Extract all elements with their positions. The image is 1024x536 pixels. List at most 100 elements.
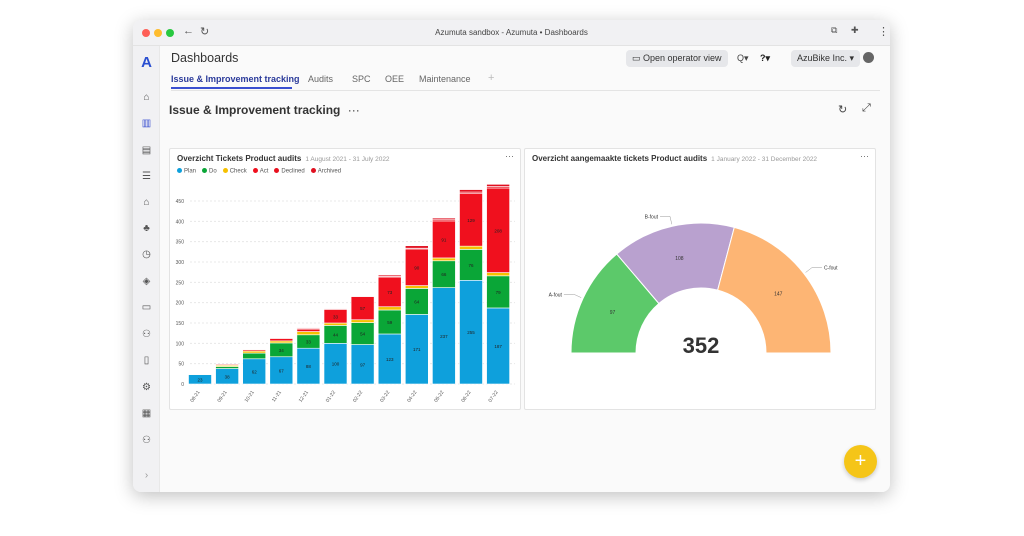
extensions-icon[interactable]: ✚ <box>851 25 859 35</box>
data-label: 23 <box>197 377 203 382</box>
tab-audits[interactable]: Audits <box>308 74 334 84</box>
panel-menu-button[interactable]: ··· <box>860 151 869 161</box>
active-tab-indicator <box>171 87 292 89</box>
minimize-window-button[interactable] <box>154 29 162 37</box>
data-label: 38 <box>225 374 231 379</box>
maximize-window-button[interactable] <box>166 29 174 37</box>
azumuta-logo[interactable]: A <box>141 54 152 71</box>
add-widget-button[interactable]: + <box>844 445 877 478</box>
data-label: 34 <box>279 348 285 353</box>
y-tick-label: 50 <box>178 362 184 368</box>
team-icon[interactable]: ⚇ <box>142 329 151 340</box>
data-label: 33 <box>306 340 312 345</box>
gear-icon[interactable]: ⚙ <box>142 382 151 393</box>
bar-segment <box>377 306 402 311</box>
monitor-icon: ▭ <box>632 53 644 63</box>
data-label: 33 <box>333 314 339 319</box>
box-icon[interactable]: ▭ <box>141 302 152 313</box>
close-window-button[interactable] <box>142 29 150 37</box>
bar-segment <box>215 366 239 369</box>
x-tick-label: 08-21 <box>189 390 201 404</box>
dashboard-title: Issue & Improvement tracking ··· <box>169 103 360 117</box>
search-button[interactable]: Q▾ <box>737 53 749 63</box>
reload-icon[interactable]: ↻ <box>200 26 210 38</box>
x-tick-label: 01-22 <box>325 390 337 404</box>
fullscreen-icon[interactable]: ⤢ <box>862 102 871 114</box>
back-icon[interactable]: ← <box>183 25 194 37</box>
open-operator-view-button[interactable]: ▭ Open operator view <box>626 50 728 67</box>
chart-legend: Plan Do Check Act Declined Archived <box>177 168 341 175</box>
slice-name-label: C-fout <box>824 266 838 272</box>
refresh-icon[interactable]: ↻ <box>838 104 848 116</box>
panel-daterange: 1 January 2022 - 31 December 2022 <box>711 156 818 163</box>
home-icon[interactable]: ⌂ <box>143 92 150 103</box>
data-label: 90 <box>414 265 420 270</box>
bar-segment <box>405 245 429 249</box>
x-tick-label: 06-22 <box>460 390 472 404</box>
open-operator-view-label: Open operator view <box>643 53 722 63</box>
x-tick-label: 10-21 <box>244 390 256 404</box>
tab-maintenance[interactable]: Maintenance <box>419 74 471 84</box>
tag-icon[interactable]: ◈ <box>142 276 151 287</box>
data-label: 79 <box>496 290 502 295</box>
sidebar: A ⌂ ▥ ▤ ☰ ⌂ ♣ ◷ ◈ ▭ ⚇ ▯ ⚙ ▦ ⚇ › <box>133 46 160 492</box>
browser-menu-icon[interactable]: ⋮ <box>878 26 889 38</box>
dashboard-menu-button[interactable]: ··· <box>347 103 360 117</box>
legend-item[interactable]: Plan <box>177 168 196 175</box>
data-label: 97 <box>360 362 366 367</box>
bar-segment <box>242 350 266 354</box>
slice-name-label: B-fout <box>645 214 659 220</box>
divider <box>171 90 880 91</box>
legend-item[interactable]: Archived <box>310 168 341 175</box>
data-label: 129 <box>467 218 475 223</box>
browser-window: ← ↻ Azumuta sandbox - Azumuta • Dashboar… <box>133 20 890 492</box>
bar-segment <box>296 331 321 336</box>
panel-menu-button[interactable]: ··· <box>505 151 514 161</box>
data-label: 91 <box>441 237 447 242</box>
y-tick-label: 100 <box>176 341 185 347</box>
data-label: 67 <box>279 368 285 373</box>
tab-oee[interactable]: OEE <box>385 74 405 84</box>
bar-segment <box>242 349 266 352</box>
building-icon[interactable]: ▦ <box>141 408 152 419</box>
data-label: 73 <box>387 290 393 295</box>
data-label: 171 <box>413 347 421 352</box>
bar-segment <box>405 285 429 289</box>
panel-title-text: Overzicht Tickets Product audits <box>177 154 302 163</box>
add-tab-button[interactable]: + <box>488 72 495 84</box>
bar-segment <box>323 322 348 326</box>
chart-icon[interactable]: ▥ <box>141 118 152 129</box>
help-button[interactable]: ?▾ <box>760 53 771 63</box>
company-selector[interactable]: AzuBike Inc. ▾ <box>791 50 861 67</box>
users-icon[interactable]: ⚇ <box>142 435 151 446</box>
data-label: 59 <box>387 320 393 325</box>
legend-item[interactable]: Declined <box>274 168 305 175</box>
checklist-icon[interactable]: ☰ <box>142 171 151 182</box>
legend-item[interactable]: Check <box>222 168 247 175</box>
y-tick-label: 400 <box>176 219 185 225</box>
timer-icon[interactable]: ◷ <box>142 249 151 260</box>
legend-item[interactable]: Act <box>252 168 268 175</box>
bar-segment <box>269 338 294 342</box>
tablet-icon[interactable]: ▯ <box>143 355 150 366</box>
main-content: Dashboards ▭ Open operator view Q▾ ?▾ Az… <box>160 46 890 492</box>
data-label: 76 <box>468 263 474 268</box>
x-tick-label: 12-21 <box>298 390 310 404</box>
org-chart-icon[interactable]: ♣ <box>143 223 150 234</box>
translate-icon[interactable]: ⧉ <box>831 25 838 35</box>
data-label: 208 <box>494 228 502 233</box>
calendar-icon[interactable]: ▤ <box>141 145 152 156</box>
avatar[interactable] <box>863 52 874 63</box>
data-label: 62 <box>252 369 258 374</box>
y-tick-label: 350 <box>176 240 185 246</box>
graduation-cap-icon[interactable]: ⌂ <box>143 197 150 208</box>
expand-sidebar-icon[interactable]: › <box>144 470 149 481</box>
x-tick-label: 02-22 <box>352 390 364 404</box>
tab-issue-improvement-tracking[interactable]: Issue & Improvement tracking <box>171 74 300 84</box>
bar-segment <box>215 364 239 366</box>
half-donut-chart: 97 A-fout 108 B-fout 147 C-fout 352 <box>549 214 839 358</box>
legend-item[interactable]: Do <box>202 168 217 175</box>
panel-title: Overzicht Tickets Product audits 1 August… <box>177 154 390 163</box>
y-tick-label: 300 <box>176 260 185 266</box>
tab-spc[interactable]: SPC <box>352 74 371 84</box>
